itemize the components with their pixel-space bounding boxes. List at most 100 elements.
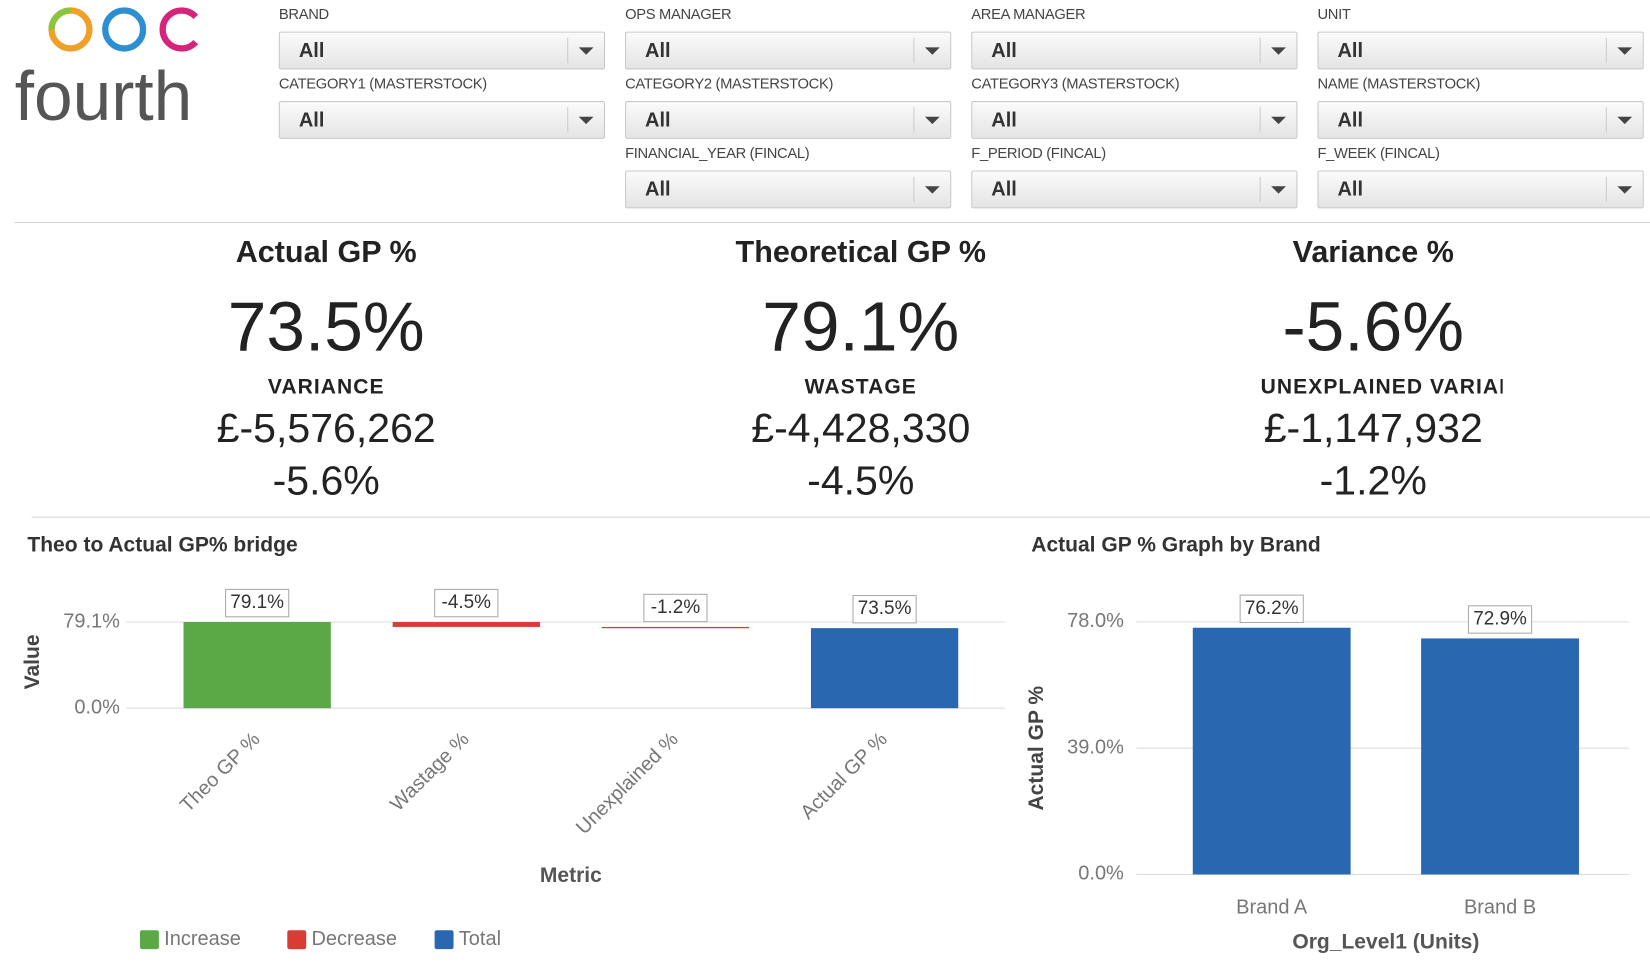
dropdown-value: All bbox=[991, 39, 1017, 63]
dropdown-value: All bbox=[991, 178, 1017, 201]
dropdown-arrow[interactable] bbox=[913, 107, 950, 133]
filter-dropdown[interactable]: All bbox=[625, 31, 952, 70]
waterfall-bar bbox=[810, 628, 959, 709]
x-tick-label: Unexplained % bbox=[572, 728, 683, 839]
separator bbox=[14, 222, 1650, 224]
kpi-sub-label: VARIANCE bbox=[267, 375, 385, 399]
kpi-value: -5.6% bbox=[1282, 287, 1464, 366]
chart-title: Theo to Actual GP% bridge bbox=[27, 534, 297, 557]
filter-dropdown[interactable]: All bbox=[971, 31, 1298, 70]
y-tick-label: 0.0% bbox=[1078, 863, 1124, 885]
kpi-card: Theoretical GP % 79.1% WASTAGE £-4,428,330 -… bbox=[629, 0, 1092, 505]
dropdown-arrow[interactable] bbox=[1259, 107, 1297, 133]
dropdown-value: All bbox=[645, 39, 671, 63]
value-label-box bbox=[852, 594, 917, 624]
filter-label: CATEGORY3 (MASTERSTOCK) bbox=[971, 74, 1180, 92]
dropdown-value: All bbox=[1337, 109, 1364, 132]
dropdown-value: All bbox=[298, 39, 325, 63]
value-label-box bbox=[643, 593, 708, 623]
filter-dropdown[interactable]: All bbox=[1317, 31, 1644, 70]
value-label: 79.1% bbox=[230, 592, 284, 613]
y-axis-label: Value bbox=[21, 634, 44, 689]
kpi-value: 73.5% bbox=[227, 287, 425, 366]
bar bbox=[1192, 627, 1351, 875]
value-label-box bbox=[1467, 605, 1533, 634]
waterfall-bar bbox=[601, 626, 750, 629]
filter-dropdown[interactable]: All bbox=[1317, 170, 1644, 209]
logo-text: fourth bbox=[15, 57, 193, 135]
value-label: 76.2% bbox=[1245, 598, 1299, 619]
dropdown-arrow[interactable] bbox=[1259, 176, 1297, 203]
x-axis-label: Org_Level1 (Units) bbox=[1292, 930, 1479, 953]
bar bbox=[1421, 638, 1579, 875]
filter-dropdown[interactable]: All bbox=[971, 170, 1298, 209]
kpi-amount: £-5,576,262 bbox=[216, 406, 436, 452]
kpi-percent: -5.6% bbox=[272, 458, 380, 505]
y-tick-label: 0.0% bbox=[74, 696, 120, 718]
filter-dropdown[interactable]: All bbox=[278, 31, 606, 70]
legend-label: Decrease bbox=[311, 928, 397, 950]
dropdown-arrow[interactable] bbox=[567, 107, 604, 133]
y-tick-label: 78.0% bbox=[1067, 610, 1124, 632]
value-label: -1.2% bbox=[651, 597, 701, 618]
legend-label: Increase bbox=[164, 928, 241, 950]
filter-label: NAME (MASTERSTOCK) bbox=[1317, 74, 1481, 92]
logo-ring bbox=[159, 7, 199, 52]
waterfall-bar bbox=[392, 622, 540, 627]
kpi-card: Variance % -5.6% UNEXPLAINED VARIANCE £-1,1… bbox=[1142, 0, 1605, 505]
dropdown-arrow[interactable] bbox=[913, 176, 950, 203]
dropdown-arrow[interactable] bbox=[567, 37, 604, 64]
x-tick-label: Brand B bbox=[1464, 896, 1536, 918]
logo-ring bbox=[102, 7, 147, 52]
y-tick-label: 79.1% bbox=[63, 610, 120, 632]
filter-dropdown[interactable]: All bbox=[971, 101, 1298, 139]
dropdown-value: All bbox=[1337, 39, 1364, 63]
kpi-value: 79.1% bbox=[762, 287, 960, 366]
filter-label: UNIT bbox=[1317, 5, 1351, 23]
x-tick-label: Wastage % bbox=[386, 728, 473, 815]
dropdown-arrow[interactable] bbox=[913, 37, 950, 64]
x-axis-label: Metric bbox=[540, 864, 602, 887]
dropdown-value: All bbox=[991, 109, 1017, 132]
chart-title: Actual GP % Graph by Brand bbox=[1031, 534, 1320, 557]
filter-label: F_PERIOD (FINCAL) bbox=[971, 144, 1106, 162]
kpi-card: Actual GP % 73.5% VARIANCE £-5,576,262 -5.6% bbox=[95, 0, 558, 505]
legend-swatch bbox=[139, 930, 159, 950]
filter-dropdown[interactable]: All bbox=[625, 101, 952, 139]
filter-label: BRAND bbox=[278, 5, 329, 23]
dropdown-arrow[interactable] bbox=[1605, 37, 1643, 64]
dropdown-value: All bbox=[1337, 178, 1364, 201]
logo: fourth bbox=[15, 7, 199, 135]
kpi-amount: £-1,147,932 bbox=[1263, 406, 1483, 452]
kpi-sub-label: WASTAGE bbox=[804, 375, 917, 399]
value-label: -4.5% bbox=[442, 592, 492, 613]
kpi-amount: £-4,428,330 bbox=[751, 406, 971, 452]
kpi-sub-label: UNEXPLAINED VARIANCE bbox=[1260, 375, 1503, 399]
value-label-box bbox=[1239, 594, 1304, 624]
dropdown-arrow[interactable] bbox=[1605, 176, 1643, 203]
x-tick-label: Theo GP % bbox=[176, 728, 265, 817]
legend-label: Total bbox=[459, 928, 501, 950]
waterfall-bar bbox=[183, 622, 331, 709]
legend-swatch bbox=[434, 930, 454, 950]
dropdown-value: All bbox=[645, 178, 671, 201]
y-axis-label: Actual GP % bbox=[1025, 686, 1048, 811]
filter-dropdown[interactable]: All bbox=[278, 101, 606, 139]
filter-label: CATEGORY1 (MASTERSTOCK) bbox=[278, 74, 487, 92]
value-label-box bbox=[225, 588, 290, 618]
dropdown-arrow[interactable] bbox=[1259, 37, 1297, 64]
x-tick-label: Brand A bbox=[1236, 896, 1308, 918]
filter-label: F_WEEK (FINCAL) bbox=[1317, 144, 1440, 162]
kpi-title: Variance % bbox=[1292, 235, 1454, 270]
separator bbox=[31, 516, 1650, 518]
dropdown-arrow[interactable] bbox=[1605, 107, 1643, 133]
dropdown-value: All bbox=[298, 109, 325, 132]
filter-dropdown[interactable]: All bbox=[625, 170, 952, 209]
filter-label: OPS MANAGER bbox=[625, 5, 732, 23]
filter-dropdown[interactable]: All bbox=[1317, 101, 1644, 139]
kpi-title: Theoretical GP % bbox=[735, 235, 987, 270]
logo-ring bbox=[48, 7, 71, 30]
x-tick-label: Actual GP % bbox=[796, 728, 892, 824]
